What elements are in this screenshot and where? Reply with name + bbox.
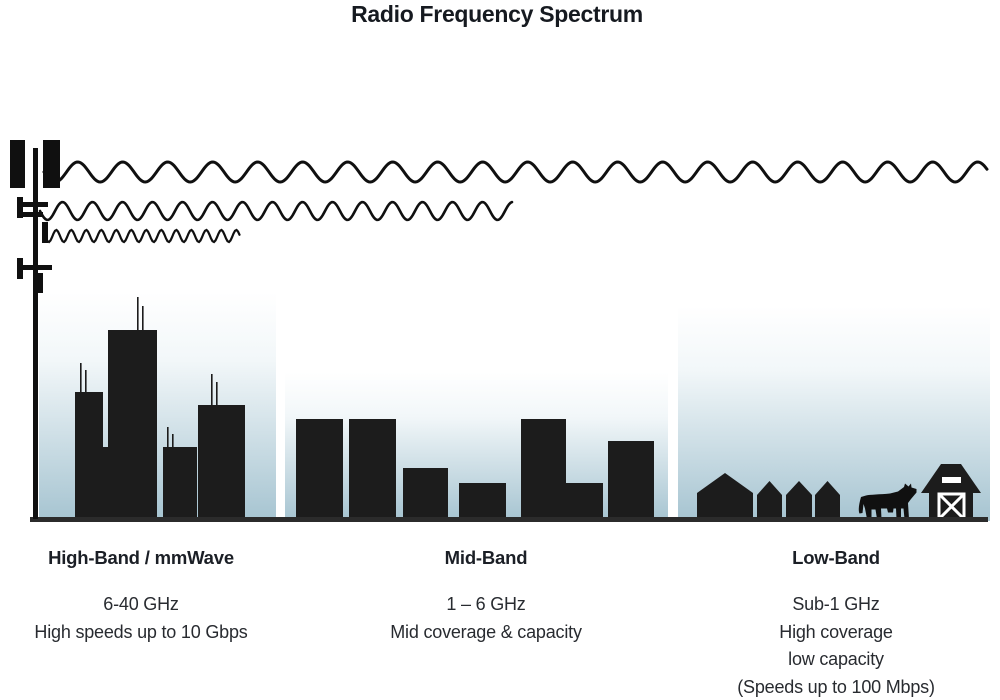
- building-silhouette: [108, 330, 157, 519]
- cell-tower-pole: [33, 148, 38, 519]
- band-caption-line: 1 – 6 GHz: [446, 594, 526, 614]
- cell-tower-fixture: [18, 202, 48, 207]
- house-silhouette: [757, 481, 782, 519]
- rooftop-antenna: [80, 363, 82, 392]
- band-label-mid: Mid-Band: [444, 547, 528, 568]
- cell-tower-fixture: [18, 265, 52, 270]
- rooftop-antenna: [142, 306, 144, 330]
- band-caption-line: Sub-1 GHz: [792, 594, 880, 614]
- band-caption-low: Sub-1 GHz High coverage low capacity (Sp…: [737, 591, 935, 700]
- band-label-high: High-Band / mmWave: [48, 547, 234, 568]
- building-silhouette: [459, 483, 506, 519]
- cell-tower-antenna-panel: [43, 140, 60, 188]
- cell-tower-fixture: [42, 222, 48, 243]
- mid-band-wave: [38, 200, 514, 222]
- page-title: Radio Frequency Spectrum: [351, 1, 643, 27]
- building-silhouette: [103, 447, 108, 519]
- cell-tower-fixture: [20, 212, 43, 217]
- building-silhouette: [566, 483, 603, 519]
- building-silhouette: [521, 419, 566, 519]
- cow-silhouette: [858, 483, 917, 519]
- rooftop-antenna: [172, 434, 174, 447]
- building-silhouette: [403, 468, 448, 519]
- house-silhouette: [786, 481, 812, 519]
- band-caption-high: 6-40 GHz High speeds up to 10 Gbps: [34, 591, 247, 646]
- rooftop-antenna: [85, 370, 87, 392]
- band-caption-line: low capacity: [788, 649, 884, 669]
- ground-line: [30, 517, 988, 522]
- building-silhouette: [349, 419, 396, 519]
- band-caption-line: (Speeds up to 100 Mbps): [737, 676, 935, 697]
- band-caption-mid: 1 – 6 GHz Mid coverage & capacity: [390, 591, 582, 646]
- house-silhouette: [697, 473, 753, 519]
- cell-tower-antenna-panel: [10, 140, 25, 188]
- building-silhouette: [296, 419, 343, 519]
- band-caption-line: 6-40 GHz: [103, 594, 179, 614]
- building-silhouette: [75, 392, 103, 519]
- barn-door-crossbuck: [937, 492, 966, 521]
- band-caption-line: Mid coverage & capacity: [390, 621, 582, 642]
- barn-loft-vent: [942, 477, 961, 483]
- building-silhouette: [163, 447, 197, 519]
- cell-tower-fixture: [38, 273, 43, 293]
- building-silhouette: [608, 441, 654, 519]
- rooftop-antenna: [211, 374, 213, 405]
- house-silhouette: [815, 481, 840, 519]
- band-caption-line: High coverage: [779, 621, 893, 642]
- rooftop-antenna: [216, 382, 218, 405]
- band-caption-line: High speeds up to 10 Gbps: [34, 621, 248, 642]
- rooftop-antenna: [167, 427, 169, 447]
- band-label-low: Low-Band: [792, 547, 880, 568]
- low-band-wave: [42, 160, 989, 184]
- building-silhouette: [198, 405, 245, 519]
- high-band-wave: [43, 228, 241, 244]
- cell-tower-fixture: [17, 258, 23, 279]
- rooftop-antenna: [137, 297, 139, 330]
- cell-tower-fixture: [17, 197, 23, 218]
